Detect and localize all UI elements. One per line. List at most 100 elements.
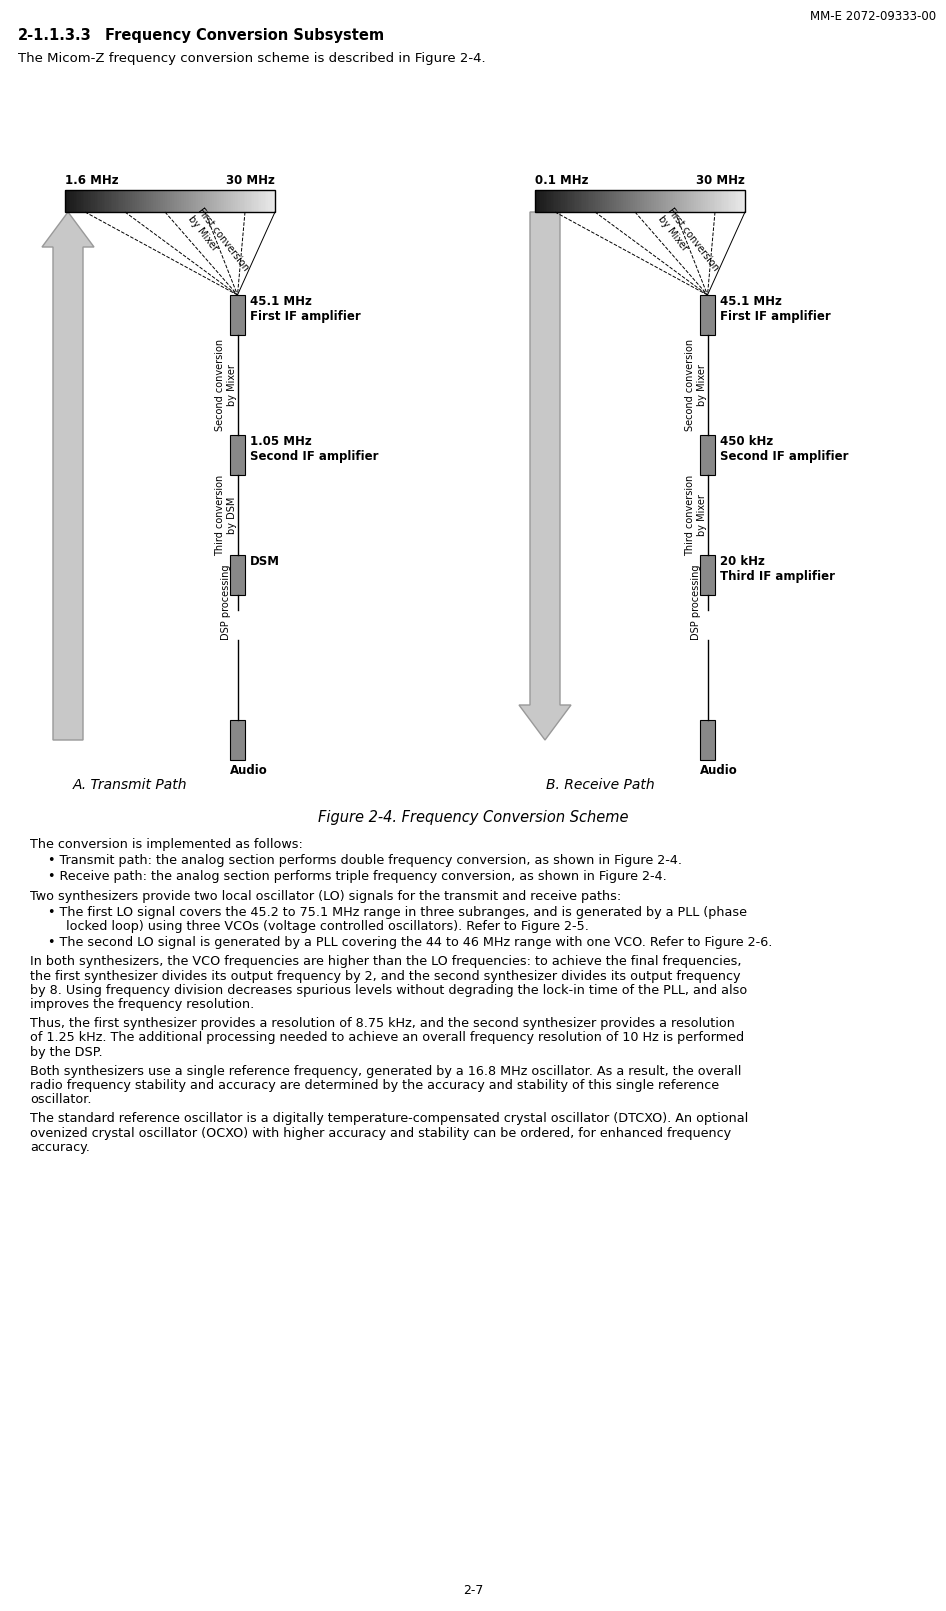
Bar	[109, 190, 111, 213]
FancyArrow shape	[42, 213, 94, 739]
Bar	[600, 190, 602, 213]
Bar	[261, 190, 263, 213]
Bar	[614, 190, 616, 213]
Bar	[228, 190, 230, 213]
Bar	[621, 190, 623, 213]
Bar	[65, 190, 67, 213]
Bar	[123, 190, 125, 213]
Bar	[230, 295, 245, 335]
Bar	[268, 190, 271, 213]
Bar	[273, 190, 275, 213]
Bar	[586, 190, 588, 213]
Text: 1.05 MHz
Second IF amplifier: 1.05 MHz Second IF amplifier	[250, 435, 378, 462]
Bar	[148, 190, 149, 213]
Bar	[680, 190, 682, 213]
Bar	[158, 190, 160, 213]
Bar	[156, 190, 158, 213]
Bar	[93, 190, 96, 213]
Bar	[114, 190, 116, 213]
Bar	[554, 190, 556, 213]
Bar	[696, 190, 698, 213]
Text: 1.6 MHz: 1.6 MHz	[65, 174, 118, 187]
Text: The Micom-Z frequency conversion scheme is described in Figure 2-4.: The Micom-Z frequency conversion scheme …	[18, 52, 485, 64]
Bar	[656, 190, 658, 213]
Text: In both synthesizers, the VCO frequencies are higher than the LO frequencies: to: In both synthesizers, the VCO frequencie…	[30, 955, 742, 968]
Bar	[654, 190, 657, 213]
Bar	[257, 190, 260, 213]
Bar	[561, 190, 564, 213]
Bar	[624, 190, 626, 213]
Text: Two synthesizers provide two local oscillator (LO) signals for the transmit and : Two synthesizers provide two local oscil…	[30, 889, 622, 902]
Bar	[74, 190, 76, 213]
Text: 30 MHz: 30 MHz	[226, 174, 275, 187]
Bar	[678, 190, 681, 213]
Bar	[700, 435, 715, 475]
Bar	[699, 190, 702, 213]
Text: 0.1 MHz: 0.1 MHz	[535, 174, 588, 187]
Bar	[201, 190, 203, 213]
Text: 2-7: 2-7	[463, 1584, 483, 1597]
Bar	[569, 190, 570, 213]
Bar	[616, 190, 618, 213]
Bar	[602, 190, 604, 213]
Bar	[701, 190, 704, 213]
Bar	[102, 190, 104, 213]
Bar	[205, 190, 207, 213]
Bar	[661, 190, 663, 213]
Text: MM-E 2072-09333-00: MM-E 2072-09333-00	[810, 10, 936, 23]
Bar	[647, 190, 649, 213]
Bar	[173, 190, 176, 213]
Bar	[587, 190, 589, 213]
Bar	[707, 190, 709, 213]
Bar	[146, 190, 148, 213]
Text: The standard reference oscillator is a digitally temperature-compensated crystal: The standard reference oscillator is a d…	[30, 1113, 748, 1126]
Text: First conversion
by Mixer: First conversion by Mixer	[657, 206, 721, 280]
Bar	[589, 190, 591, 213]
Bar	[181, 190, 183, 213]
Bar	[115, 190, 118, 213]
Bar	[691, 190, 693, 213]
Bar	[265, 190, 267, 213]
Bar	[95, 190, 97, 213]
Bar	[666, 190, 669, 213]
Bar	[742, 190, 744, 213]
Bar	[709, 190, 710, 213]
Bar	[700, 295, 715, 335]
Bar	[152, 190, 155, 213]
Bar	[172, 190, 174, 213]
Bar	[722, 190, 725, 213]
Bar	[573, 190, 576, 213]
Text: Third conversion
by Mixer: Third conversion by Mixer	[685, 474, 707, 556]
Bar	[540, 190, 542, 213]
Bar	[689, 190, 692, 213]
Bar	[254, 190, 256, 213]
Bar	[622, 190, 624, 213]
Bar	[203, 190, 205, 213]
Bar	[253, 190, 254, 213]
Text: A. Transmit Path: A. Transmit Path	[73, 778, 187, 793]
Bar	[88, 190, 90, 213]
Bar	[196, 190, 199, 213]
Bar	[577, 190, 579, 213]
Bar	[218, 190, 219, 213]
Bar	[249, 190, 251, 213]
Bar	[698, 190, 700, 213]
Bar	[207, 190, 209, 213]
Bar	[612, 190, 614, 213]
Bar	[744, 190, 745, 213]
Bar	[571, 190, 574, 213]
Bar	[100, 190, 102, 213]
Bar	[198, 190, 201, 213]
Bar	[230, 556, 245, 594]
Bar	[226, 190, 228, 213]
Text: 20 kHz
Third IF amplifier: 20 kHz Third IF amplifier	[720, 556, 835, 583]
Bar	[224, 190, 226, 213]
Bar	[740, 190, 742, 213]
Text: by the DSP.: by the DSP.	[30, 1046, 102, 1058]
Bar	[652, 190, 655, 213]
Bar	[138, 190, 141, 213]
Text: Both synthesizers use a single reference frequency, generated by a 16.8 MHz osci: Both synthesizers use a single reference…	[30, 1065, 742, 1078]
Bar	[90, 190, 92, 213]
Bar	[641, 190, 644, 213]
Bar	[606, 190, 609, 213]
